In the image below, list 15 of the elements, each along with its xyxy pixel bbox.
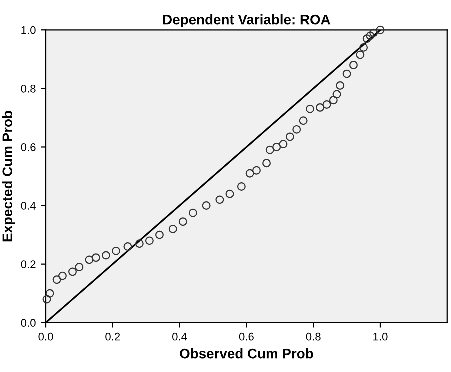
x-tick-label: 0.4 — [172, 332, 188, 341]
x-tick-label: 0.6 — [239, 332, 254, 341]
y-tick-label: 0.8 — [21, 84, 36, 93]
y-axis-title: Expected Cum Prob — [2, 111, 16, 242]
y-tick-label: 0.0 — [21, 319, 36, 328]
x-tick-label: 0.8 — [306, 332, 321, 341]
y-tick-label: 0.4 — [21, 202, 36, 210]
x-axis-title: Observed Cum Prob — [180, 348, 314, 359]
chart-title: Dependent Variable: ROA — [164, 14, 330, 28]
x-tick-label: 1.0 — [374, 332, 388, 341]
y-tick-label: 0.6 — [21, 144, 36, 152]
y-tick-label: 1.0 — [22, 26, 36, 34]
y-tick-label: 0.2 — [21, 260, 36, 268]
x-tick-label: 0.2 — [106, 332, 120, 341]
x-tick-label: 0.0 — [38, 332, 54, 341]
